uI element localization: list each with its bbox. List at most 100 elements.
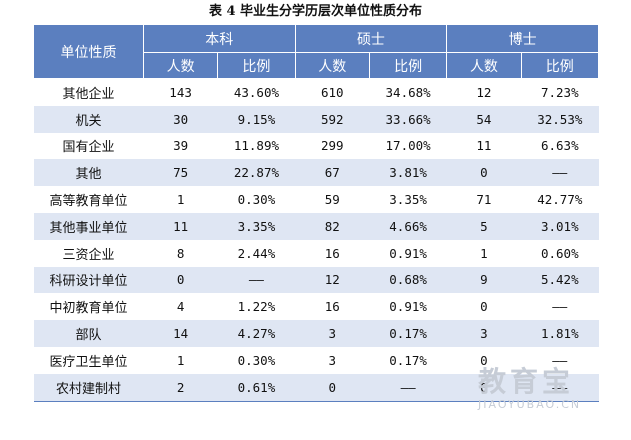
category-cell: 科研设计单位 xyxy=(33,266,144,294)
count-cell: 1 xyxy=(143,186,218,213)
ratio-cell: 3.01% xyxy=(521,212,599,240)
sub-header-cell: 人数 xyxy=(142,52,219,79)
ratio-cell: 0.17% xyxy=(369,320,447,347)
ratio-cell: 34.68% xyxy=(369,78,447,106)
category-cell: 三资企业 xyxy=(33,239,144,267)
count-cell: 8 xyxy=(143,239,218,267)
count-cell: 2 xyxy=(143,373,218,402)
ratio-cell: 3.81% xyxy=(369,159,447,187)
count-cell: 11 xyxy=(143,212,218,240)
count-cell: 14 xyxy=(143,320,218,347)
sub-header-cell: 人数 xyxy=(446,52,522,79)
table-row: 医疗卫生单位 1 0.30% 3 0.17% 0 —— xyxy=(33,346,599,374)
count-cell: 16 xyxy=(295,293,370,321)
ratio-cell: —— xyxy=(521,346,599,374)
count-cell: 5 xyxy=(446,212,522,240)
ratio-cell: 17.00% xyxy=(369,132,447,160)
ratio-cell: —— xyxy=(521,373,599,402)
table-row: 科研设计单位 0 —— 12 0.68% 9 5.42% xyxy=(33,266,599,294)
ratio-cell: 0.91% xyxy=(369,293,447,321)
category-cell: 其他企业 xyxy=(33,78,144,106)
count-cell: 0 xyxy=(446,293,522,321)
count-cell: 71 xyxy=(446,186,522,213)
ratio-cell: 5.42% xyxy=(521,266,599,294)
count-cell: 1 xyxy=(143,346,218,374)
table-row: 其他企业 143 43.60% 610 34.68% 12 7.23% xyxy=(33,78,599,106)
group-header-cell: 博士 xyxy=(446,24,599,53)
count-cell: 67 xyxy=(295,159,370,187)
count-cell: 0 xyxy=(295,373,370,402)
ratio-cell: 42.77% xyxy=(521,186,599,213)
count-cell: 1 xyxy=(446,239,522,267)
ratio-cell: 33.66% xyxy=(369,105,447,133)
ratio-cell: —— xyxy=(521,293,599,321)
ratio-cell: 32.53% xyxy=(521,105,599,133)
ratio-cell: 6.63% xyxy=(521,132,599,160)
sub-header-cell: 比例 xyxy=(520,52,600,79)
ratio-cell: 3.35% xyxy=(369,186,447,213)
count-cell: 12 xyxy=(446,78,522,106)
ratio-cell: 0.68% xyxy=(369,266,447,294)
ratio-cell: 1.81% xyxy=(521,320,599,347)
category-cell: 其他 xyxy=(33,159,144,187)
table-row: 高等教育单位 1 0.30% 59 3.35% 71 42.77% xyxy=(33,186,599,213)
category-cell: 高等教育单位 xyxy=(33,186,144,213)
table-row: 其他事业单位 11 3.35% 82 4.66% 5 3.01% xyxy=(33,212,599,240)
table-row: 机关 30 9.15% 592 33.66% 54 32.53% xyxy=(33,105,599,133)
ratio-cell: 0.17% xyxy=(369,346,447,374)
count-cell: 299 xyxy=(295,132,370,160)
ratio-cell: —— xyxy=(521,159,599,187)
ratio-cell: 1.22% xyxy=(217,293,296,321)
table-header: 单位性质 本科 硕士 博士 人数 比例 人数 比例 人数 比例 xyxy=(33,24,600,79)
table-caption: 表 4 毕业生分学历层次单位性质分布 xyxy=(208,4,423,19)
category-cell: 部队 xyxy=(33,320,144,347)
count-cell: 0 xyxy=(446,346,522,374)
table-row: 其他 75 22.87% 67 3.81% 0 —— xyxy=(33,159,599,187)
count-cell: 12 xyxy=(295,266,370,294)
category-cell: 其他事业单位 xyxy=(33,212,144,240)
ratio-cell: —— xyxy=(369,373,447,402)
sub-header-cell: 人数 xyxy=(294,52,370,79)
ratio-cell: —— xyxy=(217,266,296,294)
category-cell: 医疗卫生单位 xyxy=(33,346,144,374)
group-header-cell: 硕士 xyxy=(294,24,448,53)
ratio-cell: 9.15% xyxy=(217,105,296,133)
category-cell: 中初教育单位 xyxy=(33,293,144,321)
category-cell: 国有企业 xyxy=(33,132,144,160)
count-cell: 610 xyxy=(295,78,370,106)
ratio-cell: 11.89% xyxy=(217,132,296,160)
ratio-cell: 43.60% xyxy=(217,78,296,106)
table-row: 部队 14 4.27% 3 0.17% 3 1.81% xyxy=(33,320,599,347)
count-cell: 0 xyxy=(446,373,522,402)
table-row: 国有企业 39 11.89% 299 17.00% 11 6.63% xyxy=(33,132,599,160)
count-cell: 82 xyxy=(295,212,370,240)
ratio-cell: 0.91% xyxy=(369,239,447,267)
row-header-cell: 单位性质 xyxy=(33,24,144,79)
count-cell: 30 xyxy=(143,105,218,133)
count-cell: 9 xyxy=(446,266,522,294)
ratio-cell: 0.30% xyxy=(217,186,296,213)
count-cell: 54 xyxy=(446,105,522,133)
count-cell: 16 xyxy=(295,239,370,267)
count-cell: 3 xyxy=(446,320,522,347)
count-cell: 4 xyxy=(143,293,218,321)
count-cell: 592 xyxy=(295,105,370,133)
count-cell: 75 xyxy=(143,159,218,187)
sub-header-cell: 比例 xyxy=(368,52,448,79)
table-row: 三资企业 8 2.44% 16 0.91% 1 0.60% xyxy=(33,239,599,267)
table-body: 其他企业 143 43.60% 610 34.68% 12 7.23% 机关 30 9.15% 59… xyxy=(33,78,599,402)
count-cell: 59 xyxy=(295,186,370,213)
count-cell: 39 xyxy=(143,132,218,160)
count-cell: 143 xyxy=(143,78,218,106)
ratio-cell: 2.44% xyxy=(217,239,296,267)
ratio-cell: 7.23% xyxy=(521,78,599,106)
ratio-cell: 22.87% xyxy=(217,159,296,187)
ratio-cell: 0.60% xyxy=(521,239,599,267)
category-cell: 机关 xyxy=(33,105,144,133)
data-table: 单位性质 本科 硕士 博士 人数 比例 人数 比例 人数 比例 其他企业 143 4… xyxy=(33,24,600,402)
sub-header-cell: 比例 xyxy=(217,52,296,79)
count-cell: 0 xyxy=(446,159,522,187)
group-header-cell: 本科 xyxy=(142,24,296,53)
ratio-cell: 3.35% xyxy=(217,212,296,240)
ratio-cell: 0.30% xyxy=(217,346,296,374)
